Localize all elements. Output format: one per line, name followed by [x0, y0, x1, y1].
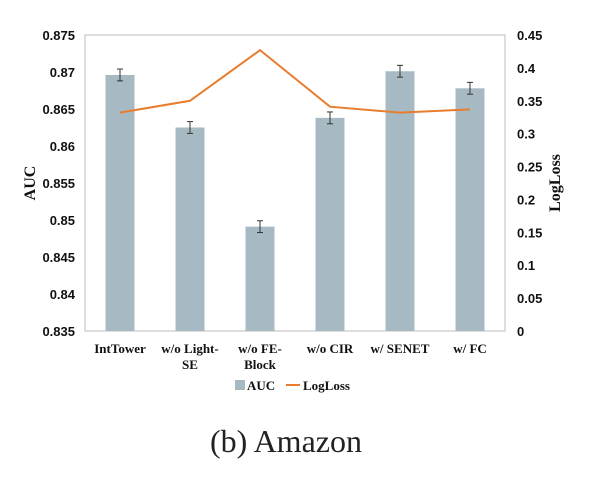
left-tick-label: 0.86	[50, 139, 75, 154]
category-label: IntTower	[94, 341, 146, 356]
right-tick-label: 0	[517, 324, 524, 339]
legend-auc-swatch	[235, 380, 245, 390]
right-tick-label: 0.25	[517, 160, 542, 175]
right-tick-label: 0.15	[517, 225, 542, 240]
auc-bar	[175, 127, 205, 331]
left-tick-label: 0.855	[42, 176, 75, 191]
right-tick-label: 0.4	[517, 61, 536, 76]
right-tick-label: 0.1	[517, 258, 535, 273]
right-tick-label: 0.05	[517, 291, 542, 306]
auc-error-bars	[117, 64, 473, 234]
right-tick-label: 0.2	[517, 192, 535, 207]
plot-frame	[84, 34, 506, 332]
right-axis-title: LogLoss	[547, 154, 564, 212]
category-label: w/o FE-	[238, 341, 282, 356]
category-label: w/o Light-	[161, 341, 218, 356]
legend-logloss-label: LogLoss	[303, 378, 350, 393]
right-tick-label: 0.45	[517, 28, 542, 43]
auc-bar	[245, 226, 275, 331]
right-axis-ticks: 0 0.05 0.1 0.15 0.2 0.25 0.3 0.35 0.4 0.45	[517, 28, 542, 339]
category-label: w/o CIR	[307, 341, 354, 356]
auc-bar	[385, 71, 415, 331]
left-tick-label: 0.865	[42, 102, 75, 117]
left-tick-label: 0.845	[42, 250, 75, 265]
auc-bar	[105, 74, 135, 332]
auc-bar	[455, 88, 485, 331]
auc-bar	[315, 117, 345, 331]
category-label: Block	[244, 357, 277, 372]
auc-bars	[105, 71, 485, 332]
left-axis-ticks: 0.835 0.84 0.845 0.85 0.855 0.86 0.865 0.87 0.87…	[42, 28, 75, 339]
left-axis-title: AUC	[22, 166, 39, 201]
category-label: w/ SENET	[371, 341, 430, 356]
logloss-line	[119, 48, 471, 114]
left-tick-label: 0.84	[50, 287, 76, 302]
right-tick-label: 0.3	[517, 127, 535, 142]
figure-caption: (b) Amazon	[210, 423, 362, 459]
left-tick-label: 0.85	[50, 213, 75, 228]
right-tick-label: 0.35	[517, 94, 542, 109]
left-tick-label: 0.875	[42, 28, 75, 43]
legend: AUC LogLoss	[235, 378, 350, 393]
left-tick-label: 0.835	[42, 324, 75, 339]
category-labels: IntTower w/o Light-SE w/o FE-Block w/o CIR w…	[94, 341, 487, 372]
left-tick-label: 0.87	[50, 65, 75, 80]
legend-auc-label: AUC	[247, 378, 275, 393]
category-label: SE	[182, 357, 198, 372]
category-label: w/ FC	[453, 341, 487, 356]
